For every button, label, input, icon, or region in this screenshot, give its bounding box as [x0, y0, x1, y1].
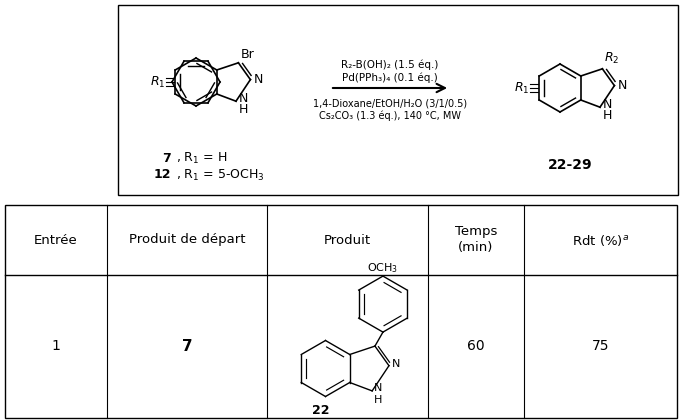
Text: Br: Br	[240, 48, 254, 61]
Text: $R_1$: $R_1$	[514, 81, 529, 95]
Text: , R$_1$ = H: , R$_1$ = H	[176, 150, 227, 165]
Text: R₂-B(OH)₂ (1.5 éq.): R₂-B(OH)₂ (1.5 éq.)	[341, 60, 439, 70]
Text: 7: 7	[181, 339, 192, 354]
Text: Produit de départ: Produit de départ	[129, 234, 246, 247]
Text: , R$_1$ = 5-OCH$_3$: , R$_1$ = 5-OCH$_3$	[176, 168, 265, 183]
Text: H: H	[239, 103, 248, 116]
Text: H: H	[374, 395, 383, 405]
Text: N: N	[392, 359, 400, 369]
Text: 22: 22	[312, 404, 329, 417]
Text: Rdt (%)$^a$: Rdt (%)$^a$	[572, 233, 629, 247]
Text: 1,4-Dioxane/EtOH/H₂O (3/1/0.5): 1,4-Dioxane/EtOH/H₂O (3/1/0.5)	[313, 98, 467, 108]
Text: 75: 75	[592, 339, 609, 354]
Text: N: N	[617, 79, 627, 92]
Text: N: N	[603, 98, 612, 111]
Text: 1: 1	[52, 339, 61, 354]
Text: Temps: Temps	[455, 226, 497, 239]
Text: $R_1$: $R_1$	[150, 74, 165, 89]
Text: N: N	[254, 73, 263, 86]
Text: Produit: Produit	[324, 234, 371, 247]
Text: 60: 60	[467, 339, 485, 354]
Text: N: N	[374, 383, 383, 393]
Text: Cs₂CO₃ (1.3 éq.), 140 °C, MW: Cs₂CO₃ (1.3 éq.), 140 °C, MW	[319, 111, 461, 121]
Text: Entrée: Entrée	[34, 234, 78, 247]
Text: 22-29: 22-29	[548, 158, 592, 172]
Text: Pd(PPh₃)₄ (0.1 éq.): Pd(PPh₃)₄ (0.1 éq.)	[342, 73, 438, 83]
Text: (min): (min)	[458, 241, 494, 255]
Text: OCH$_3$: OCH$_3$	[368, 261, 398, 275]
Text: 12: 12	[153, 168, 171, 181]
Bar	[118, 5, 678, 195]
Text: N: N	[239, 92, 248, 105]
Text: 7: 7	[162, 152, 171, 165]
Text: H: H	[603, 109, 612, 122]
Text: $R_2$: $R_2$	[604, 51, 620, 66]
